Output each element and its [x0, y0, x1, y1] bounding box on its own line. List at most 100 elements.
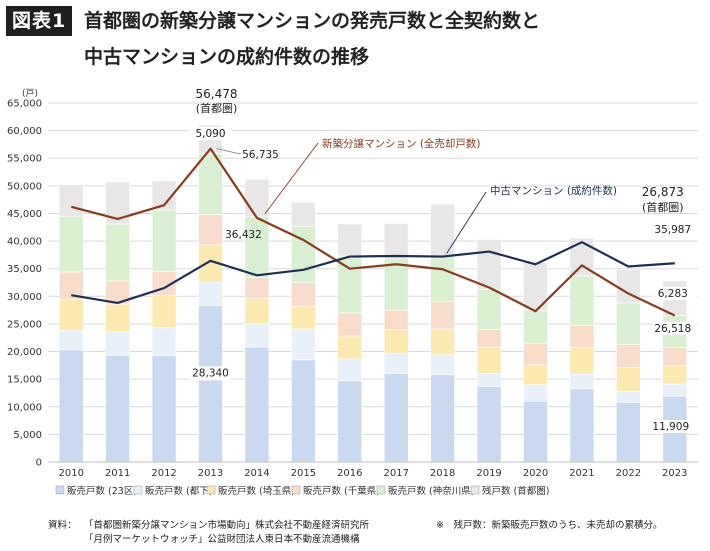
bar-segment	[430, 354, 455, 376]
label-bg	[652, 287, 697, 300]
bar-segment	[616, 402, 641, 463]
bar-segment	[430, 328, 455, 356]
chart-header: 図表1 首都圏の新築分譲マンションの発売戸数と全契約数と 中古マンションの成約件…	[0, 0, 710, 90]
bar-segment	[523, 364, 548, 385]
bar-segment	[430, 203, 455, 257]
bar-segment	[291, 202, 316, 227]
y-tick-label: 20,000	[7, 347, 42, 358]
y-tick-label: 10,000	[7, 402, 42, 413]
bar-segment	[383, 257, 409, 311]
y-tick-label: 50,000	[7, 181, 42, 192]
bar-segment	[383, 352, 409, 374]
legend-swatch	[206, 485, 216, 495]
bar-segment	[616, 391, 641, 403]
x-tick-label: 2020	[523, 468, 548, 479]
ku23-2023-label: 11,909	[652, 421, 689, 433]
bar-segment	[616, 344, 641, 368]
x-tick-label: 2010	[58, 468, 83, 479]
label-bg	[189, 366, 232, 381]
bar-segment	[523, 310, 548, 344]
bar-segment	[291, 225, 316, 283]
source-line-1: 「首都圏新築分譲マンション市場動向」株式会社不動産経済研究所	[84, 520, 370, 531]
legend-item: 残戸数 (首都圏)	[482, 485, 549, 497]
bar-segment	[569, 324, 595, 348]
bar-segment	[476, 346, 502, 374]
bar-segment	[430, 255, 455, 302]
used-2023-label: 35,987	[654, 224, 691, 236]
chart-title-line2: 中古マンションの成約件数の推移	[84, 46, 370, 68]
total-2023-label: 26,873	[642, 185, 684, 199]
bar-segment	[105, 303, 130, 332]
bar-segment	[383, 223, 409, 259]
legend-swatch	[133, 485, 143, 495]
new-2023-label: 26,518	[654, 323, 691, 335]
y-tick-label: 25,000	[7, 319, 42, 330]
ku23-2013-label: 28,340	[192, 367, 229, 379]
bar-segment	[383, 373, 409, 463]
y-tick-label: 60,000	[7, 126, 42, 137]
x-tick-label: 2019	[476, 468, 501, 479]
y-tick-label: 15,000	[7, 375, 42, 386]
bar-segment	[58, 330, 84, 351]
bar-segment	[244, 323, 270, 348]
zan-2023-label: 6,283	[658, 288, 688, 300]
x-tick-label: 2018	[430, 468, 455, 479]
bar-segment	[337, 312, 363, 337]
bar-segment	[58, 215, 84, 273]
x-tick-label: 2023	[662, 468, 687, 479]
new-line-annotation: 新築分譲マンション (全売却戸数)	[322, 137, 481, 150]
source-line-2: 「月例マーケットウォッチ」公益財団法人東日本不動産流通機構	[84, 534, 360, 545]
used-condo-deals-line	[71, 241, 675, 305]
x-tick-label: 2016	[337, 468, 362, 479]
legend-item: 販売戸数 (千葉県)	[303, 485, 380, 497]
bar-segment	[198, 281, 223, 306]
bar-segment	[198, 214, 223, 246]
x-tick-label: 2022	[616, 468, 641, 479]
bar-segment	[244, 178, 270, 218]
bar-segment	[198, 305, 223, 463]
legend-swatch	[470, 485, 480, 495]
bar-segment	[569, 347, 595, 375]
y-tick-label: 65,000	[7, 99, 42, 110]
bar-segment	[291, 282, 316, 307]
bar-segment	[383, 329, 409, 354]
y-axis-unit: (戸)	[22, 88, 38, 99]
new-2013-label: 56,735	[242, 149, 279, 161]
bar-segment	[569, 388, 595, 463]
bar-segment	[105, 223, 130, 282]
x-tick-label: 2013	[198, 468, 223, 479]
x-tick-label: 2014	[244, 468, 269, 479]
total-2013-caption: (首都圏)	[196, 101, 238, 115]
x-tick-label: 2017	[383, 468, 408, 479]
y-tick-label: 5,000	[13, 430, 42, 441]
bar-segment	[569, 275, 595, 326]
bar-segment	[337, 223, 363, 257]
bar-segment	[58, 271, 84, 300]
bar-segment	[151, 209, 177, 272]
total-2013-label: 56,478	[196, 87, 238, 101]
y-tick-label: 55,000	[7, 154, 42, 165]
bar-segment	[58, 184, 84, 217]
y-tick-label: 45,000	[7, 209, 42, 220]
zan-2013-label: 5,090	[195, 128, 225, 140]
bar-segment	[616, 367, 641, 392]
x-tick-label: 2012	[151, 468, 176, 479]
label-bg	[189, 127, 232, 140]
legend-item: 販売戸数 (23区)	[67, 485, 137, 497]
new-condo-sales-line	[70, 147, 676, 317]
bar-segment	[198, 153, 223, 215]
leader-line	[216, 148, 241, 155]
legend-item: 販売戸数 (埼玉県)	[218, 485, 295, 497]
x-tick-label: 2011	[105, 468, 130, 479]
bar-segment	[476, 289, 502, 330]
bar-segment	[523, 384, 548, 402]
bar-segment	[337, 358, 363, 382]
bar-segment	[616, 302, 641, 345]
bar-segment	[151, 294, 177, 329]
figure-badge: 図表1	[6, 6, 73, 36]
bar-segment	[291, 359, 316, 463]
bar-segment	[430, 374, 455, 463]
bar-segment	[476, 373, 502, 387]
x-tick-label: 2015	[291, 468, 316, 479]
